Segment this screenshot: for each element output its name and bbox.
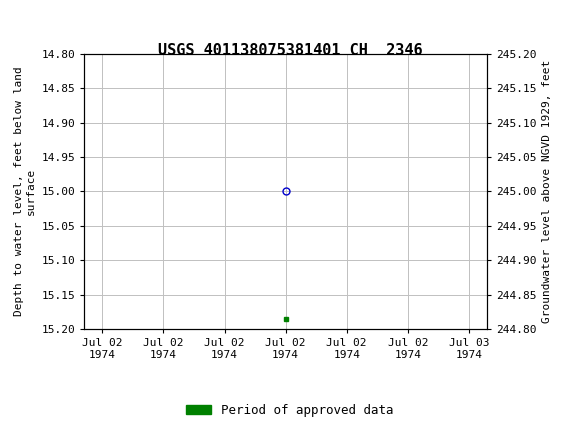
Y-axis label: Groundwater level above NGVD 1929, feet: Groundwater level above NGVD 1929, feet [542,60,552,323]
Text: USGS 401138075381401 CH  2346: USGS 401138075381401 CH 2346 [158,43,422,58]
Legend: Period of approved data: Period of approved data [181,399,399,421]
Text: USGS: USGS [49,9,104,27]
Y-axis label: Depth to water level, feet below land
surface: Depth to water level, feet below land su… [14,67,36,316]
